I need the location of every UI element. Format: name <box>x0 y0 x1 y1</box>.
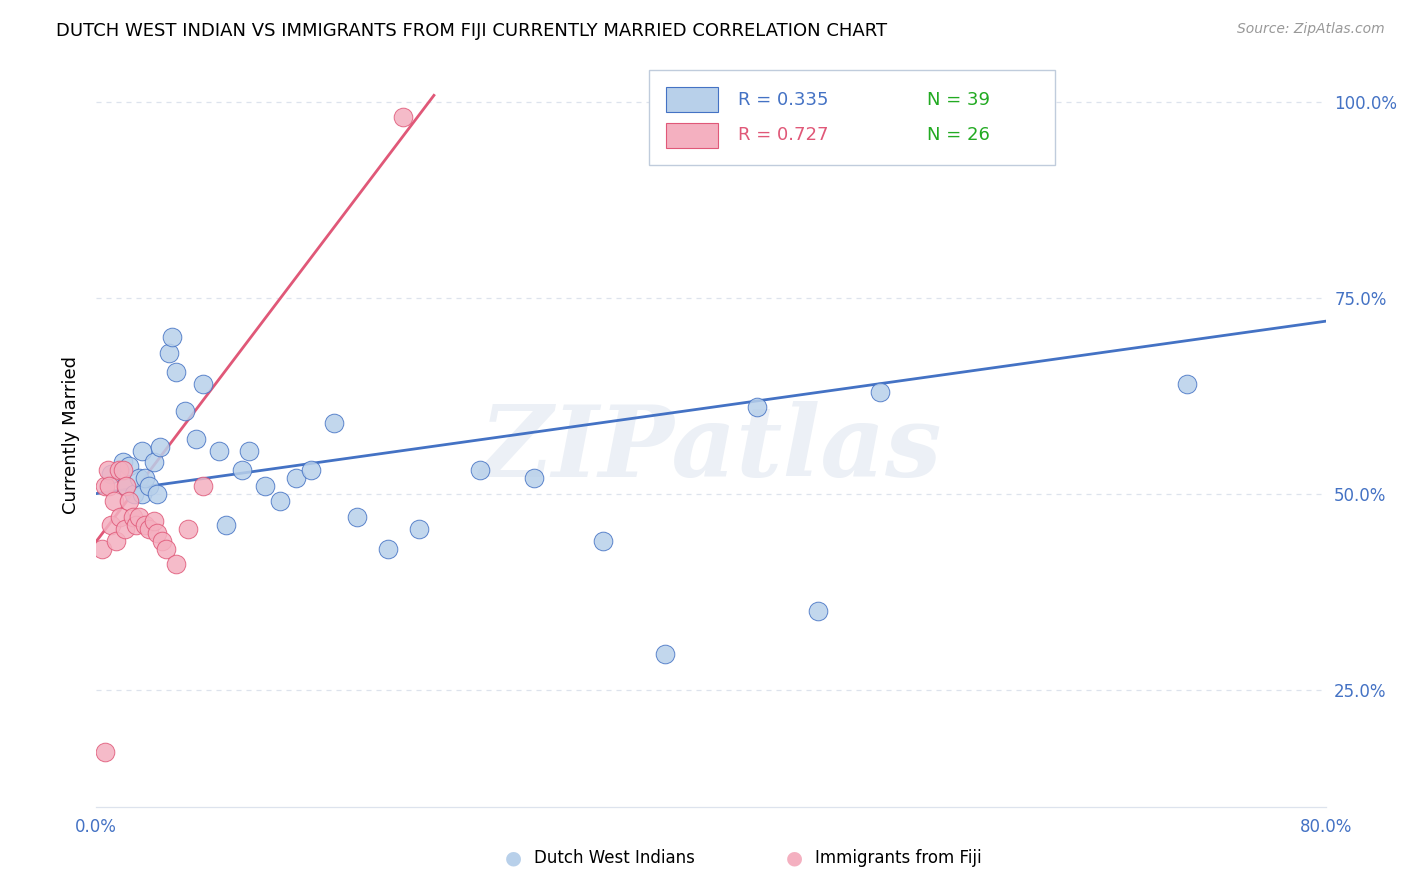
Point <box>94 479 117 493</box>
Point <box>654 648 676 662</box>
Point <box>745 401 768 415</box>
Point <box>115 479 138 493</box>
Text: ZIPatlas: ZIPatlas <box>479 401 942 498</box>
Point <box>523 471 546 485</box>
Point <box>104 533 127 548</box>
Point <box>177 522 200 536</box>
Point <box>128 510 150 524</box>
Point <box>131 443 153 458</box>
Point <box>146 525 169 540</box>
Text: R = 0.335: R = 0.335 <box>738 91 828 109</box>
Point <box>807 604 830 618</box>
Point <box>114 522 136 536</box>
Point <box>97 463 120 477</box>
Text: R = 0.727: R = 0.727 <box>738 127 828 145</box>
Point <box>94 745 117 759</box>
Text: N = 26: N = 26 <box>928 127 990 145</box>
Point <box>124 518 146 533</box>
Point <box>173 404 195 418</box>
Point <box>90 541 112 556</box>
Point <box>149 440 172 454</box>
Point <box>121 510 143 524</box>
Point <box>323 416 346 430</box>
Point <box>215 518 238 533</box>
Text: ●: ● <box>786 848 803 868</box>
FancyBboxPatch shape <box>666 87 718 112</box>
Point <box>1177 376 1199 391</box>
Point <box>165 558 187 572</box>
Point <box>100 467 122 481</box>
Point <box>869 384 891 399</box>
Point <box>131 486 153 500</box>
Point <box>208 443 231 458</box>
Point <box>253 479 276 493</box>
FancyBboxPatch shape <box>666 123 718 148</box>
Text: Source: ZipAtlas.com: Source: ZipAtlas.com <box>1237 22 1385 37</box>
Point <box>143 514 166 528</box>
Point <box>238 443 260 458</box>
Point <box>115 479 138 493</box>
Y-axis label: Currently Married: Currently Married <box>62 356 80 514</box>
Point <box>392 111 415 125</box>
Point <box>118 459 141 474</box>
Point <box>184 432 207 446</box>
Point <box>193 376 215 391</box>
Point <box>346 510 368 524</box>
Point <box>165 365 187 379</box>
FancyBboxPatch shape <box>650 70 1056 165</box>
Point <box>146 486 169 500</box>
Point <box>107 463 129 477</box>
Point <box>138 522 160 536</box>
Point <box>98 479 121 493</box>
Point <box>128 471 150 485</box>
Point <box>110 510 132 524</box>
Point <box>100 518 122 533</box>
Point <box>284 471 307 485</box>
Point <box>122 486 145 500</box>
Text: Immigrants from Fiji: Immigrants from Fiji <box>815 849 983 867</box>
Point <box>408 522 430 536</box>
Point <box>155 541 177 556</box>
Point <box>134 518 156 533</box>
Text: DUTCH WEST INDIAN VS IMMIGRANTS FROM FIJI CURRENTLY MARRIED CORRELATION CHART: DUTCH WEST INDIAN VS IMMIGRANTS FROM FIJ… <box>56 22 887 40</box>
Point <box>468 463 491 477</box>
Point <box>150 533 173 548</box>
Text: ●: ● <box>505 848 522 868</box>
Point <box>193 479 215 493</box>
Point <box>299 463 322 477</box>
Point <box>103 494 125 508</box>
Point <box>231 463 253 477</box>
Point <box>377 541 399 556</box>
Point <box>112 455 135 469</box>
Point <box>112 463 135 477</box>
Point <box>134 471 156 485</box>
Text: Dutch West Indians: Dutch West Indians <box>534 849 695 867</box>
Point <box>138 479 160 493</box>
Point <box>269 494 291 508</box>
Point <box>162 330 184 344</box>
Point <box>159 345 181 359</box>
Point <box>592 533 614 548</box>
Point <box>118 494 141 508</box>
Point <box>143 455 166 469</box>
Text: N = 39: N = 39 <box>928 91 990 109</box>
